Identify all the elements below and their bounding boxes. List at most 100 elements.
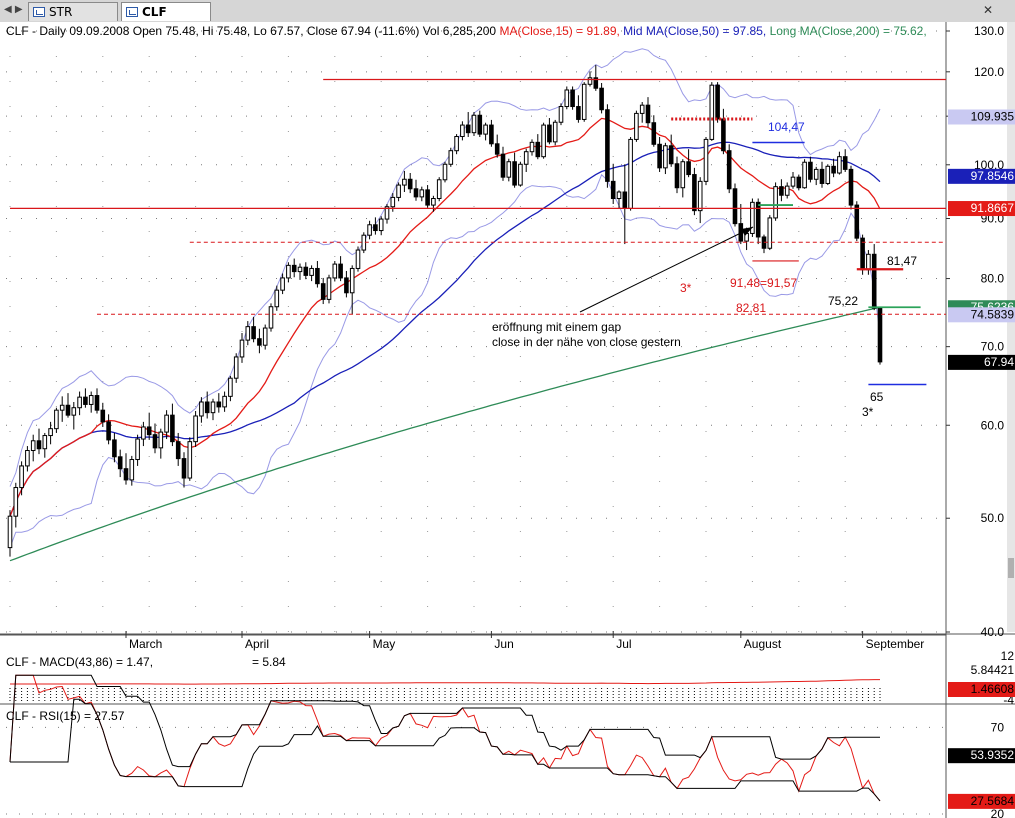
- annotation-text: 81,47: [887, 254, 917, 268]
- close-icon[interactable]: ✕: [982, 3, 993, 17]
- candle: [367, 220, 372, 240]
- candle: [842, 149, 848, 172]
- tab-str-weekly[interactable]: STR (Weekly): [28, 2, 118, 38]
- candle: [158, 428, 164, 459]
- candle: [825, 164, 831, 186]
- chart-icon: [33, 7, 45, 17]
- x-tick-label: Jun: [494, 637, 513, 651]
- candle: [813, 166, 819, 186]
- svg-text:67.94: 67.94: [984, 355, 1014, 369]
- candle: [239, 332, 245, 363]
- annotation-text: 91,48=91,57: [730, 276, 797, 290]
- arrow-head-icon: [741, 227, 753, 236]
- candle: [378, 216, 384, 236]
- svg-text:97.8546: 97.8546: [971, 169, 1015, 183]
- candle: [483, 122, 488, 141]
- svg-text:109.935: 109.935: [971, 109, 1015, 123]
- price-tag: 67.94: [948, 354, 1015, 370]
- candle: [59, 396, 65, 422]
- annotation-text: 104,47: [768, 120, 805, 134]
- y-tick-label: 130.0: [974, 24, 1004, 38]
- rsi-lower-band: [10, 698, 881, 802]
- candle: [541, 122, 546, 159]
- candle: [657, 136, 662, 172]
- candle: [54, 407, 59, 433]
- candle: [129, 455, 135, 486]
- candle: [94, 388, 100, 414]
- candle: [616, 190, 622, 209]
- candle: [297, 263, 303, 280]
- scrollbar-thumb[interactable]: [1008, 558, 1014, 578]
- macd-tag: 1.46608: [948, 682, 1015, 697]
- candle: [152, 423, 158, 454]
- candle: [547, 118, 552, 145]
- price-tag: 74.5839: [948, 307, 1015, 323]
- tab-clf-daily[interactable]: CLF (Daily): [121, 2, 211, 38]
- candle: [558, 103, 564, 126]
- candle: [779, 179, 784, 202]
- candle: [42, 432, 48, 458]
- candle: [796, 174, 802, 191]
- candle: [680, 159, 686, 198]
- candle: [854, 201, 860, 242]
- candle: [651, 115, 657, 147]
- candle: [634, 110, 639, 142]
- chart-background: [0, 22, 1015, 818]
- candle: [523, 148, 529, 172]
- candle: [245, 321, 251, 346]
- y-tick-label: 100.0: [974, 158, 1004, 172]
- candle: [181, 452, 187, 488]
- candle: [419, 186, 425, 202]
- candle: [494, 134, 500, 158]
- candle: [320, 277, 326, 305]
- annotation-text: 3*: [680, 281, 692, 295]
- macd-tick-label: -4: [1003, 693, 1014, 707]
- candle: [210, 398, 216, 421]
- scrollbar-track[interactable]: [1007, 22, 1015, 632]
- x-tick-label: September: [866, 637, 925, 651]
- candle: [593, 65, 599, 91]
- candle: [268, 303, 274, 332]
- tab-bar: ◀ ▶ STR (Weekly) CLF (Daily) ✕: [0, 0, 1015, 38]
- x-tick-label: August: [744, 637, 782, 651]
- candle: [344, 270, 349, 298]
- candle: [7, 510, 13, 557]
- candle: [489, 119, 494, 147]
- candle: [639, 102, 645, 123]
- y-tick-label: 120.0: [974, 65, 1004, 79]
- candle: [402, 170, 407, 193]
- candle: [697, 177, 703, 224]
- svg-text:1.46608: 1.46608: [971, 682, 1015, 696]
- candle: [819, 161, 825, 188]
- x-tick-label: April: [245, 637, 269, 651]
- candle: [193, 411, 198, 447]
- candle: [13, 482, 19, 528]
- y-tick-label: 40.0: [981, 625, 1005, 639]
- y-tick-label: 60.0: [981, 418, 1005, 432]
- rsi-tick-label: 70: [991, 720, 1005, 734]
- x-tick-label: Jul: [616, 637, 631, 651]
- candle: [581, 82, 587, 122]
- annotation-text: 65: [870, 390, 884, 404]
- candle: [30, 434, 36, 462]
- candle: [726, 144, 732, 194]
- tab-scroll-arrows[interactable]: ◀ ▶: [4, 4, 23, 15]
- candle: [373, 217, 378, 235]
- candle: [442, 161, 448, 183]
- candle: [286, 262, 291, 283]
- chart-icon: [126, 7, 138, 17]
- candle: [280, 273, 285, 295]
- candle: [506, 158, 512, 182]
- candle: [135, 434, 140, 466]
- candle: [877, 307, 883, 365]
- candle: [77, 391, 82, 416]
- candle: [309, 265, 314, 282]
- candle: [755, 198, 761, 245]
- svg-text:53.9352: 53.9352: [971, 748, 1015, 762]
- y-tick-label: 50.0: [981, 511, 1005, 525]
- candle: [448, 147, 454, 167]
- candle: [605, 104, 610, 188]
- candle: [837, 151, 842, 175]
- candle: [117, 449, 123, 478]
